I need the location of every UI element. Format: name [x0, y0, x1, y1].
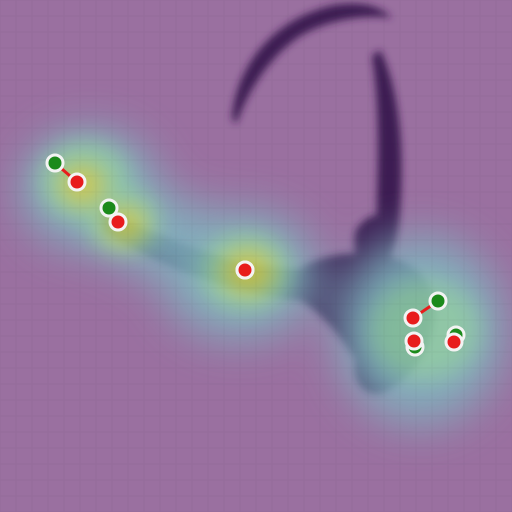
ground-truth-marker [99, 198, 119, 218]
keypoint-markers [45, 153, 466, 357]
prediction-marker [404, 331, 424, 351]
prediction-marker [67, 172, 87, 192]
prediction-marker [444, 332, 464, 352]
prediction-marker [235, 260, 255, 280]
prediction-marker [108, 212, 128, 232]
ground-truth-marker [45, 153, 65, 173]
ground-truth-marker [428, 291, 448, 311]
prediction-marker [403, 308, 423, 328]
